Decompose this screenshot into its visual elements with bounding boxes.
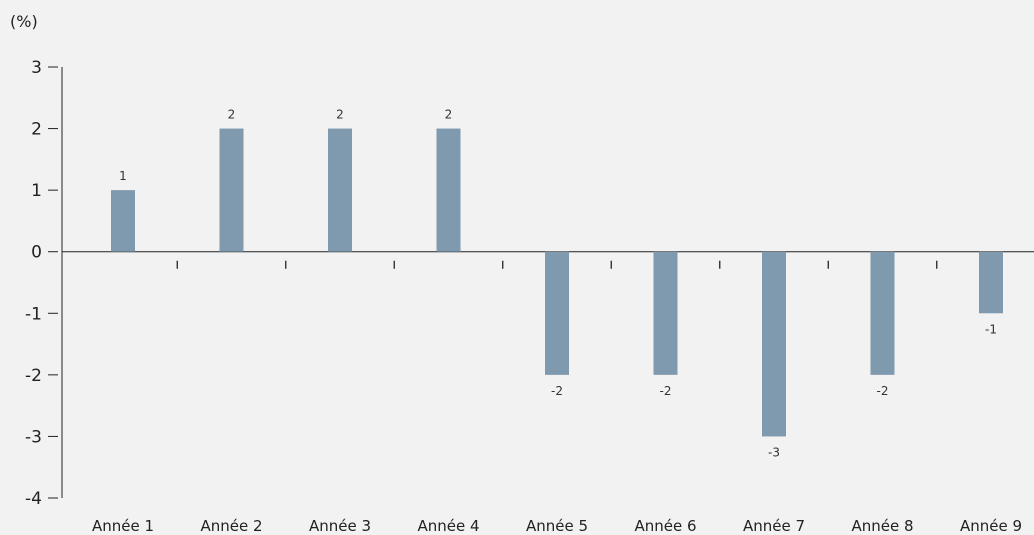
category-label: Année 9	[960, 517, 1022, 535]
category-label: Année 6	[634, 517, 696, 535]
data-label: -2	[551, 384, 563, 398]
category-separators	[176, 260, 938, 269]
data-label: 1	[119, 169, 127, 183]
bar	[219, 128, 244, 252]
y-unit-label: (%)	[10, 12, 38, 31]
data-label: 2	[336, 108, 344, 122]
bar	[328, 128, 352, 252]
category-label: Année 7	[743, 517, 805, 535]
bar	[762, 251, 786, 437]
data-label: 2	[445, 108, 453, 122]
category-label: Année 1	[92, 517, 154, 535]
bar	[545, 251, 569, 375]
bar	[653, 251, 678, 375]
category-label: Année 5	[526, 517, 588, 535]
data-label: 2	[228, 108, 236, 122]
y-tick-label: -1	[25, 304, 42, 324]
y-tick-label: 3	[31, 58, 42, 78]
category-label: Année 2	[200, 517, 262, 535]
bar	[979, 251, 1003, 314]
category-label: Année 3	[309, 517, 371, 535]
data-label: -1	[985, 322, 997, 336]
category-label: Année 4	[417, 517, 479, 535]
y-ticks: 3 2 1 0 -1 -2 -3 -4	[25, 58, 58, 509]
y-tick-label: -2	[25, 366, 42, 386]
category-labels: Année 1 Année 2 Année 3 Année 4 Année 5 Année…	[92, 517, 1022, 535]
data-label: -3	[768, 445, 780, 459]
data-label: -2	[877, 384, 889, 398]
bar	[436, 128, 461, 252]
y-tick-label: -3	[25, 427, 42, 447]
category-label: Année 8	[851, 517, 913, 535]
y-tick-label: -4	[25, 489, 42, 509]
data-labels: 1 2 2 2 -2 -2 -3 -2 -1	[119, 108, 997, 460]
bar	[111, 190, 135, 252]
bars	[111, 128, 1003, 437]
y-tick-label: 2	[31, 120, 42, 140]
data-label: -2	[660, 384, 672, 398]
y-tick-label: 1	[31, 181, 42, 201]
bar	[870, 251, 895, 375]
y-tick-label: 0	[31, 243, 42, 263]
